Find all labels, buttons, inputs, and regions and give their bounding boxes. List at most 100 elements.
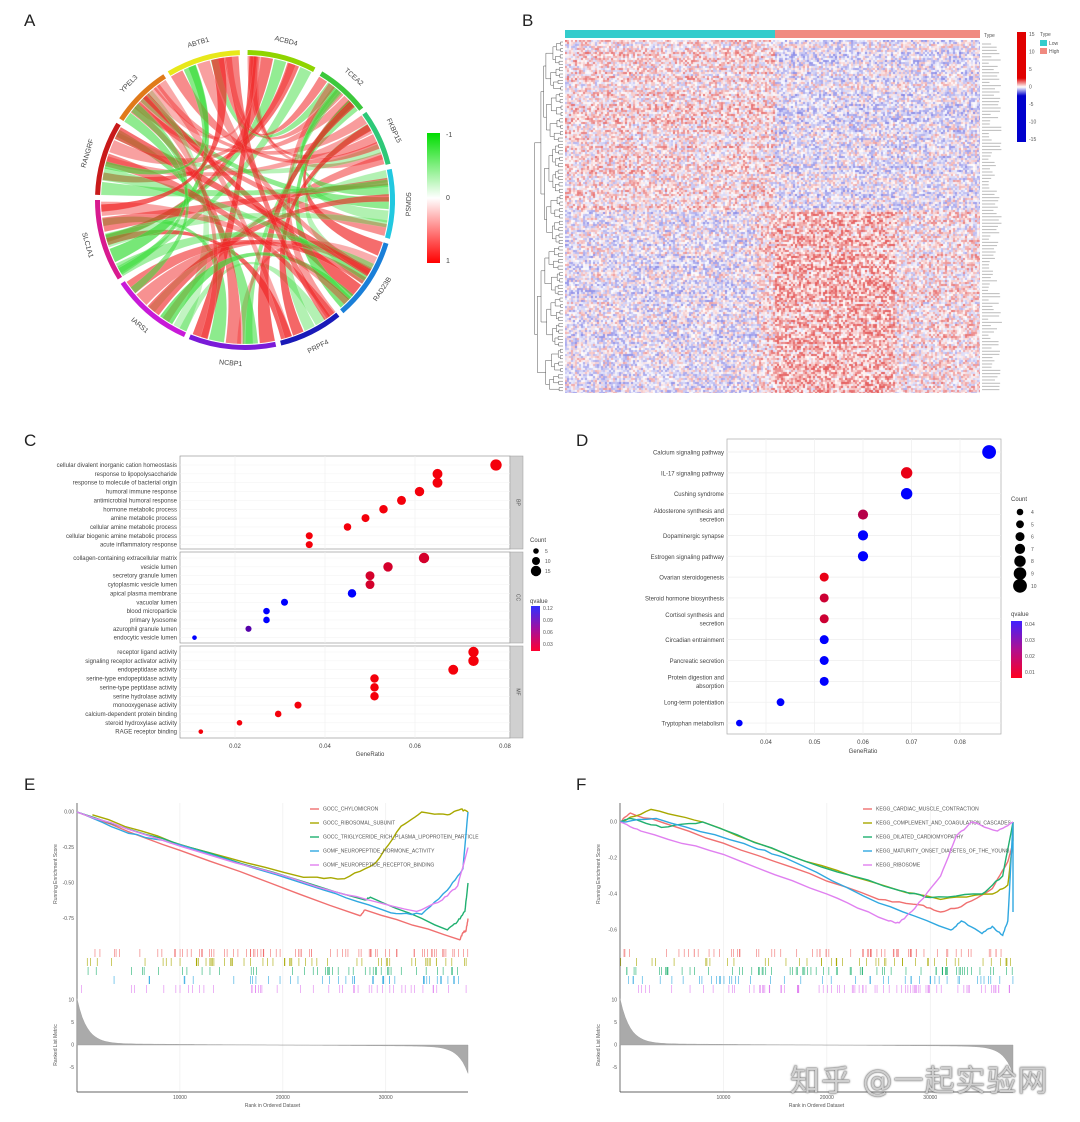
dendrogram-branch: [555, 145, 559, 153]
term-label: absorption: [696, 684, 724, 690]
dendrogram-branch: [559, 195, 563, 200]
es-line: [619, 812, 1014, 913]
dendrogram-branch: [559, 272, 563, 276]
term-dot: [736, 719, 743, 727]
size-legend-dot: [1016, 508, 1024, 516]
dendrogram-branch: [549, 123, 557, 137]
term-label: serine-type peptidase activity: [100, 685, 177, 691]
x-tick-label: 20000: [276, 1095, 290, 1101]
colorbar-tick: 0.02: [1025, 654, 1035, 660]
term-dot: [305, 532, 313, 540]
term-label: Cortisol synthesis and: [665, 613, 724, 619]
term-label: vesicle lumen: [141, 565, 177, 571]
legend-label: KEGG_CARDIAC_MUSCLE_CONTRACTION: [876, 807, 979, 813]
x-tick-label: 0.06: [857, 740, 869, 746]
dendrogram-branch: [557, 284, 563, 289]
chord-link: [102, 62, 300, 183]
y2-axis-title: Ranked List Metric: [53, 1024, 59, 1066]
dendrogram-branch: [558, 329, 563, 334]
gene-label: ACBD4: [274, 35, 298, 48]
facet-panel-cc: [179, 551, 511, 644]
size-legend-dot: [1014, 543, 1026, 555]
colorbar-tick: -15: [1029, 137, 1036, 143]
y-tick-label: -0.2: [608, 856, 617, 862]
term-dot: [857, 551, 869, 562]
y-tick-label: -0.25: [63, 845, 75, 851]
dendrogram-branch: [558, 380, 563, 385]
dendrogram-branch: [558, 252, 563, 257]
chord-link: [136, 239, 373, 306]
dendrogram-branch: [559, 278, 563, 283]
size-legend-dot: [532, 557, 540, 565]
facet-panel-mf: [179, 645, 511, 739]
dendrogram-branch: [554, 299, 561, 307]
dendrogram-branch: [550, 97, 557, 112]
dendrogram-branch: [560, 86, 563, 91]
gsea-kegg-plot: 0.0 -0.2 -0.4 -0.6 10 5 0 -5 10000 20000 30000 Rank…: [596, 803, 1014, 1109]
term-label: Tryptophan metabolism: [662, 722, 724, 728]
size-legend-dot: [530, 565, 542, 577]
dendrogram-branch: [552, 46, 557, 60]
term-label: response to lipopolysaccharide: [95, 472, 178, 478]
size-legend-dot: [1014, 555, 1026, 567]
term-dot: [900, 467, 913, 479]
colorbar-tick: -1: [446, 132, 452, 139]
dendrogram-branch: [559, 92, 563, 97]
term-dot: [468, 646, 479, 658]
panel-label-f: F: [576, 775, 586, 794]
es-line: [92, 808, 469, 880]
dendrogram-branch: [548, 155, 553, 182]
x-tick-label: 30000: [379, 1095, 393, 1101]
gene-label: IARS1: [129, 317, 149, 335]
qvalue-colorbar: [531, 606, 540, 651]
size-legend-label: 10: [1031, 584, 1037, 590]
dendrogram-branch: [559, 208, 563, 212]
facet-strip: [509, 455, 524, 550]
dendrogram-branch: [551, 276, 558, 291]
es-line: [619, 817, 1014, 937]
chord-link: [100, 201, 350, 305]
legend-label: GOMF_NEUROPEPTIDE_HORMONE_ACTIVITY: [323, 849, 435, 855]
dendrogram-branch: [559, 67, 563, 72]
legend-key-low: [1040, 40, 1047, 46]
term-dot: [379, 505, 388, 514]
gene-label: RAD23B: [372, 276, 393, 303]
size-legend-label: 7: [1031, 547, 1034, 553]
ranked-metric-area: [619, 998, 1014, 1074]
dendrogram-branch: [558, 227, 563, 232]
dendrogram-branch: [554, 209, 560, 217]
y2-axis-title: Ranked List Metric: [596, 1024, 602, 1066]
chord-link: [302, 99, 383, 256]
y2-tick-label: -5: [70, 1065, 75, 1071]
term-dot: [819, 676, 829, 686]
term-dot: [982, 445, 996, 459]
group-bar-high: [775, 30, 980, 38]
term-dot: [432, 468, 443, 479]
dendrogram-branch: [554, 286, 559, 294]
dendrogram-branch: [560, 368, 563, 372]
dendrogram-branch: [553, 132, 561, 140]
color-legend-title: qvalue: [530, 599, 548, 605]
dendrogram-branch: [553, 81, 561, 89]
term-dot: [274, 710, 282, 718]
size-legend-label: 5: [1031, 522, 1034, 528]
legend-label: GOCC_CHYLOMICRON: [323, 807, 379, 813]
correlation-colorbar: [427, 133, 440, 263]
size-legend-label: 10: [545, 559, 551, 565]
dendrogram-branch: [554, 184, 560, 192]
dendrogram-branch: [551, 353, 559, 368]
x-tick-label: 0.02: [229, 744, 241, 750]
term-dot: [245, 625, 252, 632]
y-tick-label: -0.6: [608, 928, 617, 934]
size-legend-label: 4: [1031, 510, 1034, 516]
legend-label: High: [1049, 49, 1060, 55]
dendrogram-branch: [550, 302, 557, 316]
x-tick-label: 20000: [820, 1095, 834, 1101]
term-label: hormone metabolic process: [103, 507, 177, 513]
term-label: amine metabolic process: [111, 516, 177, 522]
term-dot: [370, 674, 379, 683]
term-dot: [432, 477, 443, 488]
dendrogram-branch: [556, 43, 561, 51]
term-dot: [383, 562, 393, 572]
dendrogram-branch: [556, 196, 560, 204]
